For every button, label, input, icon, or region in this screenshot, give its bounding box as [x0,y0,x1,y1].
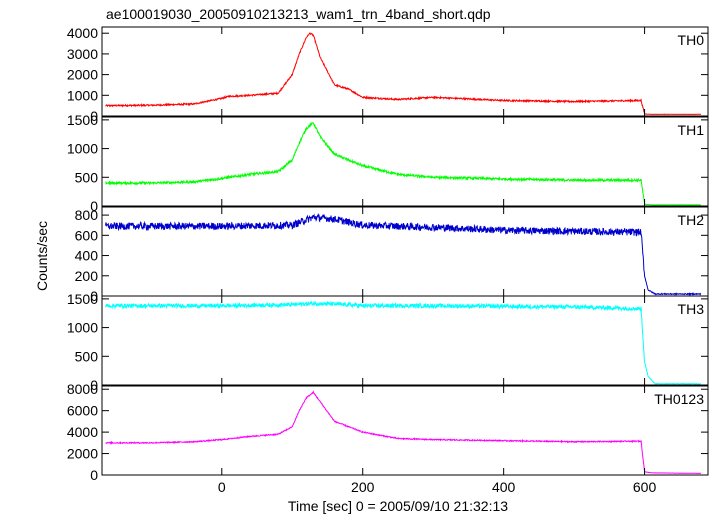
y-tick-label: 1000 [67,141,98,157]
panel-th2: 0 200 400 600 800 TH2 [75,206,709,304]
y-tick-label: 500 [75,348,99,364]
panel-label: TH2 [678,212,705,228]
y-tick-label: 1500 [67,112,98,128]
panel-th3: 0 500 1000 1500 TH3 [67,291,709,393]
y-tick-label: 4000 [67,25,98,41]
y-tick-label: 0 [90,467,98,483]
panel-th0: 0 1000 2000 3000 4000 TH0 [67,25,709,124]
y-tick-label: 0 [90,108,98,124]
series-line-th0 [105,32,702,116]
series-line-th0123 [105,390,702,474]
y-tick-label: 2000 [67,446,98,462]
panel-label: TH0123 [654,391,704,407]
panel-th1: 0 500 1000 1500 TH1 [67,112,709,214]
x-tick-label: 400 [492,479,516,495]
y-tick-label: 1500 [67,291,98,307]
y-axis-label: Counts/sec [34,221,50,291]
series-line-th1 [105,122,702,206]
y-tick-label: 0 [90,377,98,393]
y-tick-label: 600 [75,227,99,243]
panel-frame [101,385,709,476]
y-tick-label: 800 [75,207,99,223]
x-tick-label: 200 [351,479,375,495]
panel-th0123: 0 2000 4000 6000 8000 TH0123 [67,381,709,483]
y-tick-label: 500 [75,169,99,185]
panel-frame [101,116,709,207]
y-tick-label: 200 [75,268,99,284]
y-tick-label: 0 [90,288,98,304]
y-tick-label: 0 [90,198,98,214]
y-tick-label: 2000 [67,67,98,83]
y-tick-label: 6000 [67,403,98,419]
y-tick-label: 4000 [67,424,98,440]
panel-label: TH3 [678,301,705,317]
panel-label: TH0 [678,32,705,48]
series-line-th3 [105,300,701,386]
x-axis-label: Time [sec] 0 = 2005/09/10 21:32:13 [288,498,508,514]
panel-frame [101,295,709,386]
panel-frame [101,206,709,297]
panel-frame [101,26,709,117]
y-tick-label: 1000 [67,87,98,103]
y-tick-label: 1000 [67,320,98,336]
y-tick-label: 8000 [67,381,98,397]
x-tick-label: 600 [633,479,657,495]
y-tick-label: 3000 [67,46,98,62]
x-tick-label: 0 [218,479,226,495]
chart-title: ae100019030_20050910213213_wam1_trn_4ban… [106,6,491,22]
series-line-th2 [105,212,702,296]
panel-label: TH1 [678,122,705,138]
y-tick-label: 400 [75,248,99,264]
